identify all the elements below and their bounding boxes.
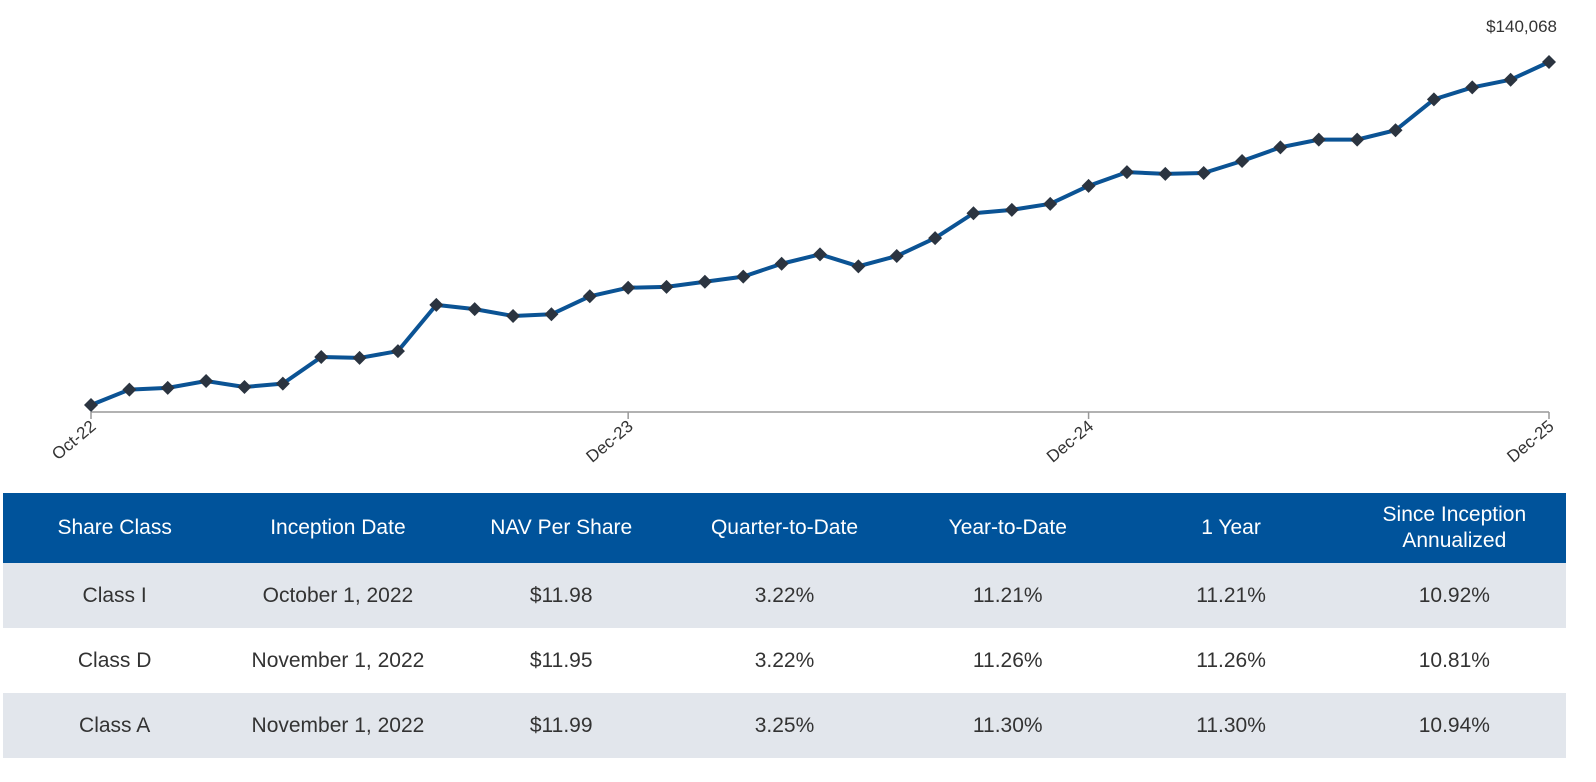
x-tick-label: Dec-23	[583, 417, 637, 467]
marker	[1388, 123, 1403, 138]
table-cell: November 1, 2022	[226, 693, 450, 758]
table-cell: 3.25%	[672, 693, 897, 758]
marker	[928, 231, 943, 246]
chart: Oct-22 Dec-23 Dec-24 Dec-25 $140,068	[48, 17, 1557, 467]
marker	[1426, 92, 1441, 107]
marker	[84, 398, 98, 412]
marker	[1081, 178, 1096, 193]
table-cell: $11.98	[449, 563, 673, 628]
table-cell: Class A	[3, 693, 227, 758]
marker	[390, 344, 405, 359]
table-cell: 3.22%	[754, 648, 815, 672]
marker	[889, 249, 904, 264]
marker	[1196, 166, 1211, 181]
table-row: Class I October 1, 2022 $11.98 3.22% 11.21% 1…	[3, 563, 1566, 628]
marker	[851, 259, 866, 274]
marker	[1542, 55, 1556, 69]
marker	[774, 256, 789, 271]
marker	[352, 350, 367, 365]
marker	[813, 247, 827, 262]
marker	[122, 382, 137, 397]
value-label: $140,068	[1486, 17, 1557, 36]
table-cell: 11.21%	[1119, 563, 1343, 628]
marker	[1158, 166, 1173, 181]
marker	[275, 376, 290, 391]
table-cell: 10.81%	[1418, 648, 1490, 672]
marker	[1119, 165, 1134, 180]
column-header: 1 Year	[1119, 493, 1343, 563]
marker	[467, 302, 482, 317]
column-header: Share Class	[3, 493, 227, 563]
header-row: Share Class Inception Date NAV Per Share Qu…	[3, 493, 1566, 563]
table-cell: October 1, 2022	[226, 563, 450, 628]
marker	[582, 289, 597, 304]
table-cell: $11.95	[529, 648, 593, 672]
table-cell: Class I	[3, 563, 227, 628]
marker	[544, 307, 559, 322]
table-cell: $11.99	[449, 693, 673, 758]
marker	[621, 280, 636, 295]
table-cell: 11.30%	[896, 693, 1120, 758]
marker	[237, 380, 252, 395]
marker	[1004, 202, 1019, 217]
marker	[659, 279, 674, 294]
table-cell: 10.94%	[1342, 693, 1566, 758]
marker	[160, 380, 175, 395]
marker	[199, 374, 214, 389]
column-header: Since Inception Annualized	[1342, 493, 1566, 563]
column-header: Quarter-to-Date	[672, 493, 897, 563]
table-cell: 11.30%	[1119, 693, 1343, 758]
table-cell: 11.21%	[896, 563, 1120, 628]
marker	[314, 350, 329, 365]
table-body: Class I October 1, 2022 $11.98 3.22% 11.21% 1…	[3, 563, 1566, 758]
column-header: Inception Date	[226, 493, 450, 563]
table-cell: 11.26%	[972, 648, 1043, 672]
column-header: Year-to-Date	[896, 493, 1120, 563]
table-row: Class A November 1, 2022 $11.99 3.25% 11.30%…	[3, 693, 1566, 758]
marker	[429, 297, 444, 312]
marker	[1465, 80, 1480, 95]
table-cell: Class D	[77, 648, 152, 672]
marker	[1311, 132, 1326, 147]
table-cell: 11.26%	[1196, 648, 1266, 672]
share-class-table: Share Class Inception Date NAV Per Share Qu…	[3, 493, 1566, 758]
marker	[506, 308, 521, 323]
marker	[1273, 140, 1288, 155]
marker	[1043, 196, 1058, 211]
marker	[1235, 154, 1250, 169]
table-cell: 3.22%	[672, 563, 897, 628]
line	[90, 60, 1550, 407]
marker	[1503, 72, 1518, 87]
marker	[736, 269, 751, 284]
x-tick-label: Dec-24	[1043, 417, 1097, 467]
marker	[1350, 132, 1365, 147]
table-row: Class D November 1, 2022 $11.95 3.22% 11.26%…	[3, 628, 1566, 693]
table-cell: November 1, 2022	[251, 648, 425, 672]
marker	[697, 274, 712, 289]
marker	[966, 206, 981, 221]
x-tick-label: Dec-25	[1503, 417, 1557, 467]
table-cell: 10.92%	[1342, 563, 1566, 628]
column-header: NAV Per Share	[449, 493, 673, 563]
x-tick-label: Oct-22	[48, 417, 99, 464]
